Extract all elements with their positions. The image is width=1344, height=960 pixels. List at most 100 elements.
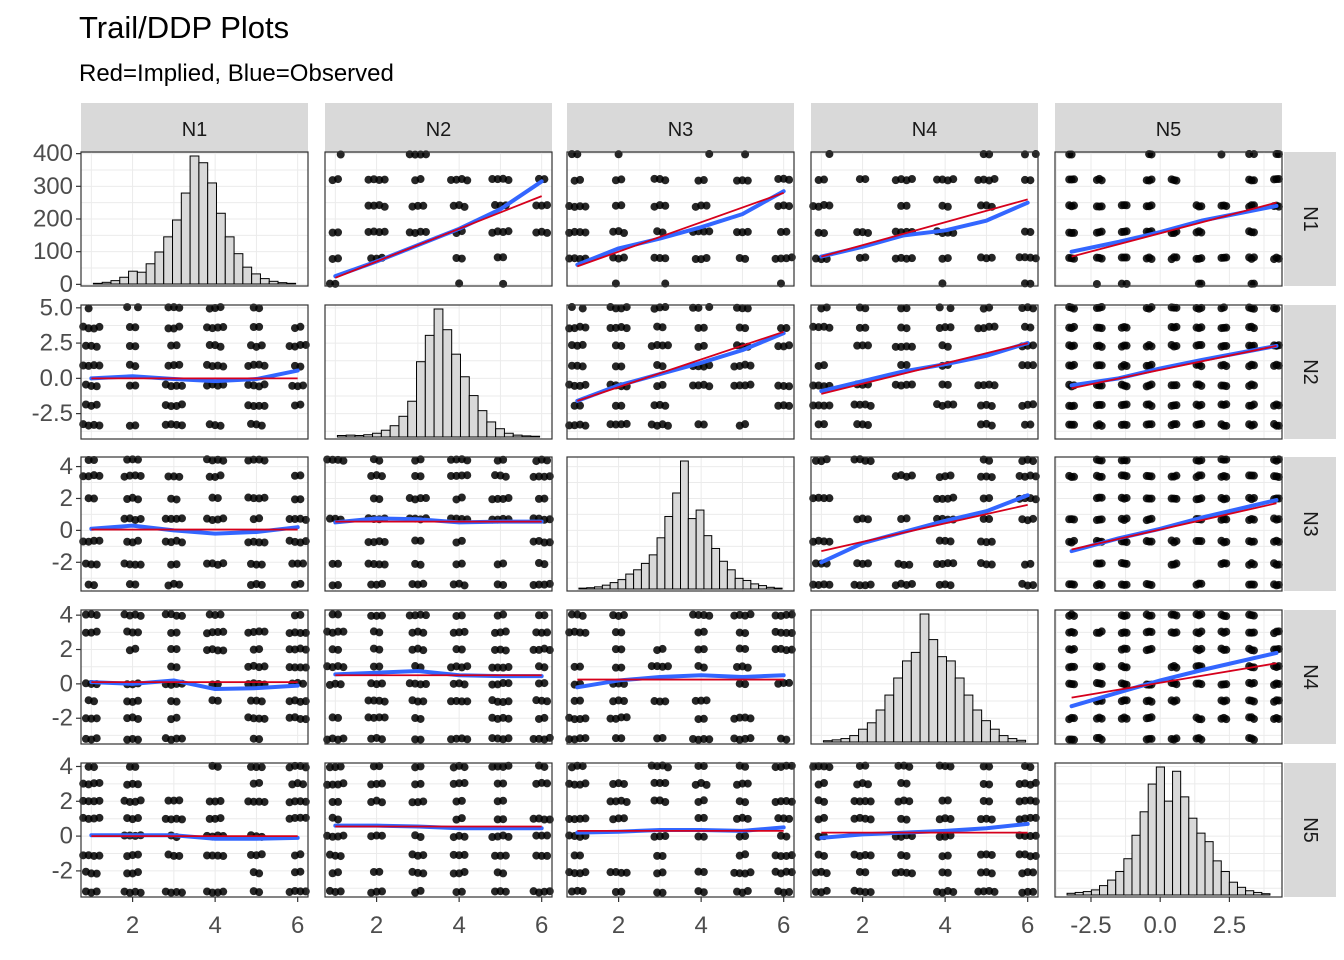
data-point bbox=[1274, 696, 1283, 705]
data-point bbox=[699, 645, 708, 654]
data-point bbox=[1147, 380, 1156, 389]
data-point bbox=[578, 304, 587, 313]
data-point bbox=[987, 402, 996, 411]
hist-bar bbox=[578, 587, 588, 590]
data-point bbox=[990, 887, 999, 896]
data-point bbox=[219, 323, 228, 332]
data-point bbox=[1147, 581, 1156, 590]
data-point bbox=[131, 362, 140, 371]
data-point bbox=[702, 780, 711, 789]
data-point bbox=[746, 714, 755, 723]
x-tick-label: 4 bbox=[938, 912, 951, 939]
data-point bbox=[1197, 471, 1206, 480]
data-point bbox=[219, 362, 228, 371]
data-point bbox=[457, 645, 466, 654]
data-point bbox=[1222, 696, 1231, 705]
hist-bar bbox=[336, 434, 347, 438]
data-point bbox=[136, 796, 145, 805]
data-point bbox=[702, 201, 711, 210]
data-point bbox=[1147, 401, 1156, 410]
data-point bbox=[172, 663, 181, 672]
data-point bbox=[136, 888, 145, 897]
data-point bbox=[299, 381, 308, 390]
panel-N2-N3 bbox=[565, 303, 795, 440]
data-point bbox=[1097, 254, 1106, 263]
data-point bbox=[581, 380, 590, 389]
data-point bbox=[1029, 457, 1038, 466]
data-point bbox=[499, 610, 508, 619]
data-point bbox=[782, 227, 791, 236]
data-point bbox=[175, 796, 184, 805]
hist-bar bbox=[928, 639, 939, 743]
data-point bbox=[622, 868, 631, 877]
data-point bbox=[421, 679, 430, 688]
data-point bbox=[1249, 646, 1258, 655]
hist-bar bbox=[594, 586, 603, 590]
data-point bbox=[1222, 382, 1231, 391]
data-point bbox=[416, 536, 425, 545]
data-point bbox=[501, 472, 510, 481]
hist-bar bbox=[687, 518, 697, 590]
data-point bbox=[463, 456, 472, 465]
data-point bbox=[499, 869, 508, 878]
data-point bbox=[133, 696, 142, 705]
data-point bbox=[334, 228, 343, 237]
data-point bbox=[543, 201, 552, 210]
data-point bbox=[1122, 400, 1131, 409]
data-point bbox=[131, 644, 140, 653]
hist-bar bbox=[726, 569, 736, 590]
data-point bbox=[1249, 381, 1258, 390]
hist-bar bbox=[277, 282, 288, 285]
panel-border bbox=[810, 609, 1039, 745]
hist-bar bbox=[963, 694, 974, 743]
data-point bbox=[987, 815, 996, 824]
observed-line bbox=[89, 368, 300, 384]
data-point bbox=[1274, 580, 1283, 589]
data-point bbox=[260, 662, 269, 671]
panel-N1-N5 bbox=[1054, 150, 1283, 288]
data-point bbox=[421, 494, 430, 503]
x-tick-label: 6 bbox=[291, 912, 304, 939]
hist-bar bbox=[617, 579, 627, 590]
data-point bbox=[1147, 175, 1156, 184]
data-point bbox=[617, 201, 626, 210]
data-point bbox=[375, 867, 384, 876]
data-point bbox=[1172, 494, 1181, 503]
data-point bbox=[1222, 627, 1231, 636]
hist-bar bbox=[758, 585, 767, 590]
panel-N2-N1 bbox=[79, 303, 310, 440]
data-point bbox=[133, 735, 142, 744]
hist-bar bbox=[919, 613, 930, 743]
data-point bbox=[943, 380, 952, 389]
data-point bbox=[825, 763, 834, 772]
hist-bar bbox=[866, 722, 877, 743]
data-point bbox=[1197, 715, 1206, 724]
data-point bbox=[1197, 644, 1206, 653]
data-point bbox=[501, 646, 510, 655]
data-point bbox=[949, 559, 958, 568]
hist-bar bbox=[530, 435, 541, 438]
data-point bbox=[1026, 323, 1035, 332]
data-point bbox=[1249, 537, 1258, 546]
data-point bbox=[1122, 559, 1131, 568]
data-point bbox=[1122, 362, 1131, 371]
panel-N2-N5 bbox=[1054, 303, 1283, 440]
data-point bbox=[946, 323, 955, 332]
observed-line bbox=[819, 493, 1030, 565]
data-point bbox=[699, 762, 708, 771]
data-point bbox=[1249, 420, 1258, 429]
data-point bbox=[375, 762, 384, 771]
hist-bar bbox=[601, 584, 611, 590]
data-point bbox=[573, 150, 582, 159]
hist-bar bbox=[251, 273, 261, 285]
y-tick-label: 2 bbox=[60, 636, 73, 663]
data-point bbox=[1147, 303, 1156, 312]
data-point bbox=[1172, 322, 1181, 331]
data-point bbox=[177, 815, 186, 824]
data-point bbox=[617, 175, 626, 184]
data-point bbox=[499, 580, 508, 589]
data-point bbox=[902, 779, 911, 788]
hist-bar bbox=[1204, 841, 1214, 896]
data-point bbox=[255, 735, 264, 744]
data-point bbox=[1222, 472, 1231, 481]
